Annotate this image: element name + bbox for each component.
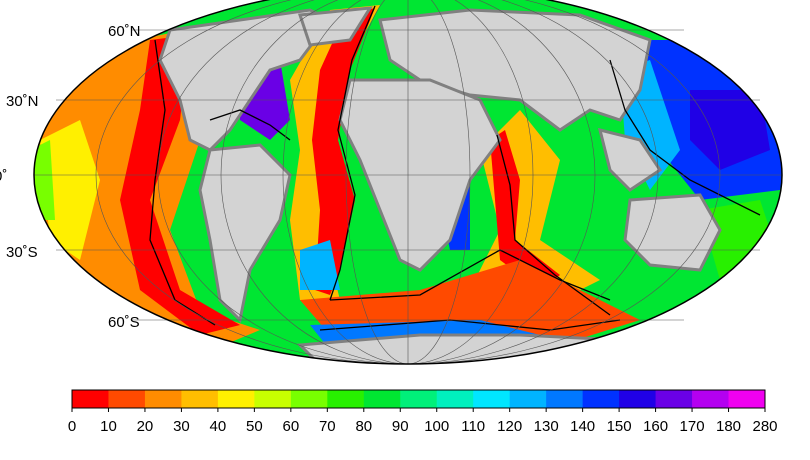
colorbar-swatch — [692, 390, 730, 408]
colorbar-tick-label: 80 — [355, 418, 372, 435]
colorbar-tick-label: 100 — [424, 418, 449, 435]
colorbar-swatch — [254, 390, 292, 408]
colorbar-swatch — [181, 390, 219, 408]
colorbar-swatch — [363, 390, 401, 408]
colorbar-tick-label: 180 — [716, 418, 741, 435]
colorbar-tick-label: 50 — [246, 418, 263, 435]
colorbar-swatch — [290, 390, 328, 408]
colorbar-tick-label: 170 — [680, 418, 705, 435]
colorbar-tick-label: 20 — [137, 418, 154, 435]
plate-boundaries — [149, 5, 761, 331]
latitude-labels: 60˚N 30˚N 0˚ 30˚S 60˚S — [0, 23, 141, 331]
colorbar-frame — [71, 389, 766, 409]
colorbar-tick-label: 120 — [497, 418, 522, 435]
lat-label-0: 0˚ — [0, 168, 7, 185]
colorbar-tick-label: 90 — [392, 418, 409, 435]
colorbar-tick-label: 140 — [570, 418, 595, 435]
australia — [623, 193, 722, 272]
colorbar: 0 10 20 30 40 50 60 70 80 90 100 110 120 130 140 150 160… — [68, 389, 778, 435]
colorbar-swatch — [400, 390, 438, 408]
colorbar-swatch — [655, 390, 693, 408]
colorbar-swatch — [327, 390, 365, 408]
lat-label-30n: 30˚N — [6, 93, 39, 110]
colorbar-tick-label: 0 — [68, 418, 76, 435]
colorbar-swatch — [619, 390, 657, 408]
colorbar-tick-label: 110 — [461, 418, 485, 435]
colorbar-swatch — [582, 390, 620, 408]
colorbar-swatch — [473, 390, 511, 408]
colorbar-swatch — [509, 390, 547, 408]
colorbar-tick-label: 40 — [210, 418, 227, 435]
colorbar-tick-label: 130 — [534, 418, 559, 435]
south-america — [198, 143, 292, 324]
colorbar-swatch — [72, 390, 109, 408]
globe-outline — [33, 0, 783, 365]
colorbar-tick-label: 150 — [607, 418, 632, 435]
colorbar-swatch — [436, 390, 474, 408]
lat-label-60n: 60˚N — [108, 23, 141, 40]
colorbar-tick-label: 70 — [319, 418, 336, 435]
colorbar-swatch — [546, 390, 584, 408]
colorbar-swatch — [728, 390, 766, 408]
colorbar-tick-label: 280 — [752, 418, 777, 435]
colorbar-tick-label: 10 — [100, 418, 117, 435]
colorbar-swatch — [144, 390, 182, 408]
colorbar-swatch — [217, 390, 255, 408]
colorbar-tick-label: 60 — [282, 418, 299, 435]
lat-label-60s: 60˚S — [108, 314, 140, 331]
colorbar-tick-label: 160 — [643, 418, 668, 435]
lat-label-30s: 30˚S — [6, 244, 38, 261]
colorbar-swatch — [108, 390, 146, 408]
colorbar-tick-label: 30 — [173, 418, 190, 435]
